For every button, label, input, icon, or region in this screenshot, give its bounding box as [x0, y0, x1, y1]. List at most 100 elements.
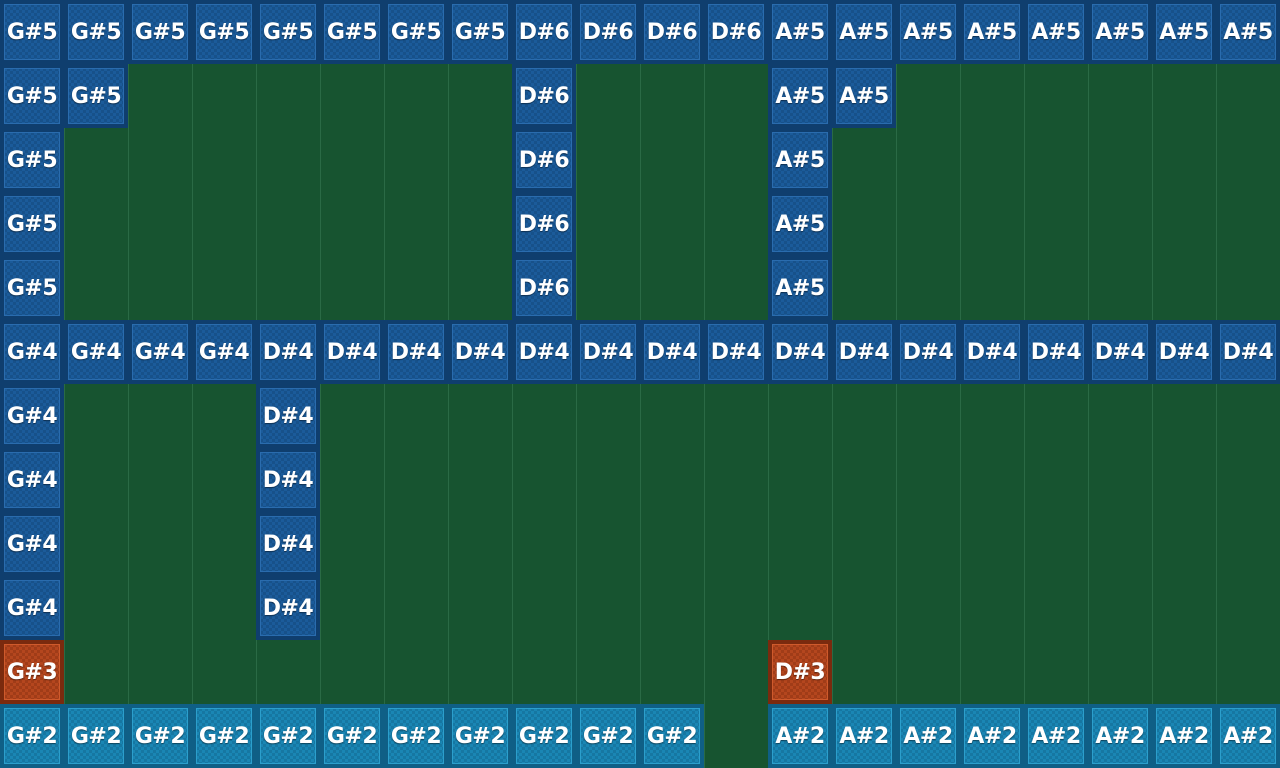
- note-tile[interactable]: G#4: [0, 448, 64, 512]
- note-tile[interactable]: G#4: [0, 576, 64, 640]
- note-tile[interactable]: D#6: [512, 192, 576, 256]
- note-tile[interactable]: D#6: [640, 0, 704, 64]
- note-tile[interactable]: G#5: [0, 192, 64, 256]
- note-tile[interactable]: A#5: [768, 64, 832, 128]
- grid-column-divider: [1152, 0, 1153, 768]
- note-tile[interactable]: D#6: [576, 0, 640, 64]
- note-tile[interactable]: G#5: [384, 0, 448, 64]
- note-tile[interactable]: D#4: [1088, 320, 1152, 384]
- note-tile[interactable]: D#4: [1024, 320, 1088, 384]
- note-tile[interactable]: A#2: [896, 704, 960, 768]
- note-tile[interactable]: D#3: [768, 640, 832, 704]
- note-tile[interactable]: A#2: [1152, 704, 1216, 768]
- grid-column-divider: [704, 0, 705, 768]
- note-tile[interactable]: D#4: [512, 320, 576, 384]
- note-tile[interactable]: A#2: [1088, 704, 1152, 768]
- note-tile[interactable]: G#5: [256, 0, 320, 64]
- note-tile[interactable]: A#5: [1152, 0, 1216, 64]
- note-tile[interactable]: A#5: [768, 192, 832, 256]
- note-tile[interactable]: G#5: [320, 0, 384, 64]
- note-tile[interactable]: D#6: [512, 256, 576, 320]
- note-tile[interactable]: A#2: [960, 704, 1024, 768]
- note-tile[interactable]: D#4: [896, 320, 960, 384]
- note-tile[interactable]: A#5: [1216, 0, 1280, 64]
- note-tile[interactable]: D#4: [256, 320, 320, 384]
- note-tile[interactable]: D#6: [512, 0, 576, 64]
- note-tile[interactable]: G#5: [128, 0, 192, 64]
- grid-column-divider: [512, 0, 513, 768]
- grid-column-divider: [448, 0, 449, 768]
- note-tile[interactable]: A#5: [896, 0, 960, 64]
- note-tile[interactable]: D#6: [512, 128, 576, 192]
- grid-column-divider: [1216, 0, 1217, 768]
- note-tile[interactable]: G#2: [448, 704, 512, 768]
- note-tile[interactable]: A#2: [832, 704, 896, 768]
- note-tile[interactable]: G#2: [512, 704, 576, 768]
- note-tile[interactable]: D#4: [1216, 320, 1280, 384]
- note-tile[interactable]: A#5: [832, 0, 896, 64]
- grid-column-divider: [896, 0, 897, 768]
- note-tile[interactable]: D#4: [448, 320, 512, 384]
- note-tile[interactable]: A#5: [768, 256, 832, 320]
- note-tile[interactable]: G#2: [128, 704, 192, 768]
- note-tile[interactable]: G#2: [640, 704, 704, 768]
- note-tile[interactable]: G#2: [384, 704, 448, 768]
- note-tile[interactable]: G#5: [0, 128, 64, 192]
- note-tile[interactable]: D#4: [1152, 320, 1216, 384]
- note-tile[interactable]: D#4: [640, 320, 704, 384]
- note-tile[interactable]: G#4: [128, 320, 192, 384]
- note-tile[interactable]: D#4: [320, 320, 384, 384]
- note-tile[interactable]: G#3: [0, 640, 64, 704]
- note-tile[interactable]: G#2: [256, 704, 320, 768]
- grid-column-divider: [320, 0, 321, 768]
- note-tile[interactable]: G#5: [64, 64, 128, 128]
- note-tile[interactable]: D#4: [576, 320, 640, 384]
- note-tile[interactable]: G#2: [320, 704, 384, 768]
- grid-column-divider: [384, 0, 385, 768]
- grid-column-divider: [960, 0, 961, 768]
- note-tile[interactable]: D#6: [704, 0, 768, 64]
- note-tile[interactable]: A#5: [1024, 0, 1088, 64]
- note-tile[interactable]: A#5: [960, 0, 1024, 64]
- note-tile[interactable]: G#2: [64, 704, 128, 768]
- grid-column-divider: [832, 0, 833, 768]
- note-tile[interactable]: G#5: [192, 0, 256, 64]
- note-tile[interactable]: G#5: [64, 0, 128, 64]
- note-tile[interactable]: G#5: [0, 0, 64, 64]
- note-tile[interactable]: G#4: [192, 320, 256, 384]
- note-tile[interactable]: D#4: [960, 320, 1024, 384]
- note-tile[interactable]: A#5: [832, 64, 896, 128]
- note-tile[interactable]: A#5: [1088, 0, 1152, 64]
- grid-column-divider: [1088, 0, 1089, 768]
- grid-column-divider: [768, 0, 769, 768]
- note-tile[interactable]: G#4: [0, 512, 64, 576]
- note-tile[interactable]: D#4: [704, 320, 768, 384]
- note-tile[interactable]: D#4: [384, 320, 448, 384]
- note-tile[interactable]: G#4: [64, 320, 128, 384]
- note-tile[interactable]: G#5: [0, 64, 64, 128]
- note-tile[interactable]: G#2: [0, 704, 64, 768]
- note-tile[interactable]: D#4: [256, 576, 320, 640]
- note-tile[interactable]: D#4: [256, 448, 320, 512]
- note-tile[interactable]: A#2: [768, 704, 832, 768]
- note-tile[interactable]: D#4: [256, 512, 320, 576]
- note-tile[interactable]: G#4: [0, 320, 64, 384]
- note-tile[interactable]: G#2: [576, 704, 640, 768]
- grid-column-divider: [576, 0, 577, 768]
- note-tile[interactable]: D#6: [512, 64, 576, 128]
- grid-column-divider: [192, 0, 193, 768]
- note-tile[interactable]: D#4: [832, 320, 896, 384]
- note-tile[interactable]: A#2: [1216, 704, 1280, 768]
- note-tile[interactable]: A#2: [1024, 704, 1088, 768]
- grid-column-divider: [128, 0, 129, 768]
- note-tile[interactable]: A#5: [768, 128, 832, 192]
- note-tile[interactable]: G#5: [0, 256, 64, 320]
- note-tile[interactable]: G#2: [192, 704, 256, 768]
- note-tile[interactable]: G#5: [448, 0, 512, 64]
- note-tile[interactable]: G#4: [0, 384, 64, 448]
- note-tile[interactable]: D#4: [768, 320, 832, 384]
- note-tile[interactable]: D#4: [256, 384, 320, 448]
- note-tile[interactable]: A#5: [768, 0, 832, 64]
- grid-column-divider: [1024, 0, 1025, 768]
